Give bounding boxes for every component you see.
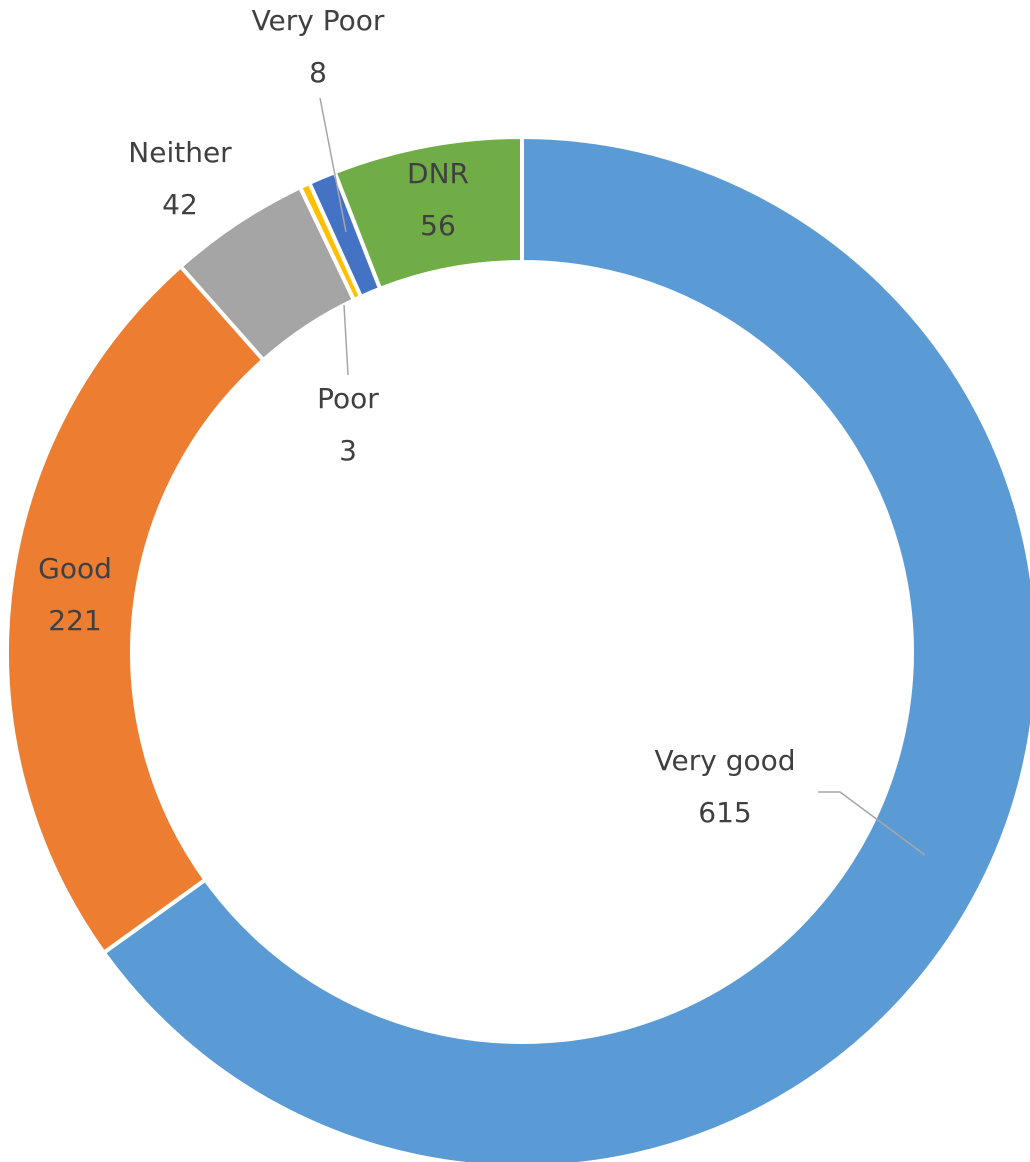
leader-line-very-poor	[319, 97, 347, 233]
leader-lines-group	[319, 97, 926, 856]
slice-very-good	[101, 134, 1030, 1162]
label-name-very-good: Very good	[655, 744, 796, 777]
label-name-very-poor: Very Poor	[252, 4, 385, 37]
label-name-dnr: DNR	[407, 157, 469, 190]
leader-line-very-good	[818, 791, 926, 856]
label-name-good: Good	[38, 552, 112, 585]
label-value-dnr: 56	[420, 209, 456, 242]
leader-line-poor	[343, 304, 349, 376]
slices-group	[5, 134, 1030, 1162]
label-value-very-good: 615	[698, 796, 751, 829]
label-name-neither: Neither	[128, 136, 232, 169]
slice-dnr	[332, 134, 524, 292]
label-value-neither: 42	[162, 188, 198, 221]
label-value-good: 221	[48, 604, 101, 637]
label-value-very-poor: 8	[309, 56, 327, 89]
label-value-poor: 3	[339, 434, 357, 467]
slice-good	[5, 263, 267, 956]
label-name-poor: Poor	[317, 382, 379, 415]
labels-group: Very good 615 Good 221 Neither 42 Poor 3 Very Po…	[38, 4, 795, 829]
